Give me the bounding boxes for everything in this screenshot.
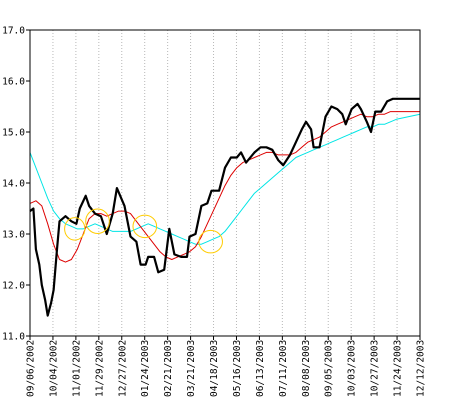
- x-tick-label: 05/16/2003: [232, 340, 243, 397]
- plot-border: [29, 29, 421, 337]
- y-tick-label: 15.0: [2, 128, 25, 139]
- annotation-layer: [64, 208, 223, 254]
- plot-frame: [29, 29, 421, 337]
- x-tick-label: 01/24/2003: [140, 340, 151, 397]
- grid-layer: [52, 30, 398, 336]
- y-tick-label: 14.0: [2, 179, 25, 190]
- highlight-ellipse: [198, 229, 223, 254]
- highlight-ellipse: [85, 208, 110, 234]
- series-line-moving-average-long: [29, 113, 421, 245]
- x-tick-label: 11/24/2003: [393, 340, 404, 397]
- y-axis-ticks: 11.0 12.0 13.0 14.0 15.0 16.0 17.0: [2, 26, 30, 343]
- highlight-ellipse: [64, 217, 86, 241]
- y-tick-label: 12.0: [2, 281, 25, 292]
- x-tick-label: 09/05/2003: [324, 340, 335, 397]
- series-line-price: [29, 97, 420, 317]
- x-tick-label: 11/29/2002: [94, 340, 105, 397]
- y-tick-label: 11.0: [2, 332, 25, 343]
- x-tick-label: 11/01/2002: [71, 340, 82, 397]
- series-layer: [29, 97, 421, 317]
- x-tick-label: 03/21/2003: [186, 340, 197, 397]
- y-tick-label: 13.0: [2, 230, 25, 241]
- x-tick-label: 10/03/2003: [347, 340, 358, 397]
- series-line-moving-average-short: [29, 111, 420, 263]
- x-axis-ticks: 09/06/2002 10/04/2002 11/01/2002 11/29/2002…: [26, 336, 427, 397]
- y-tick-label: 17.0: [2, 26, 25, 37]
- x-tick-label: 12/27/2002: [117, 340, 128, 397]
- x-tick-label: 10/04/2002: [48, 340, 59, 397]
- x-tick-label: 10/27/2003: [370, 340, 381, 397]
- x-tick-label: 04/18/2003: [209, 340, 220, 397]
- x-tick-label: 08/08/2003: [301, 340, 312, 397]
- y-tick-label: 16.0: [2, 77, 25, 88]
- x-tick-label: 12/12/2003: [416, 340, 427, 397]
- x-tick-label: 07/11/2003: [278, 340, 289, 397]
- x-tick-label: 09/06/2002: [26, 340, 37, 397]
- x-tick-label: 02/21/2003: [163, 340, 174, 397]
- x-tick-label: 06/13/2003: [255, 340, 266, 397]
- highlight-ellipse: [132, 214, 158, 239]
